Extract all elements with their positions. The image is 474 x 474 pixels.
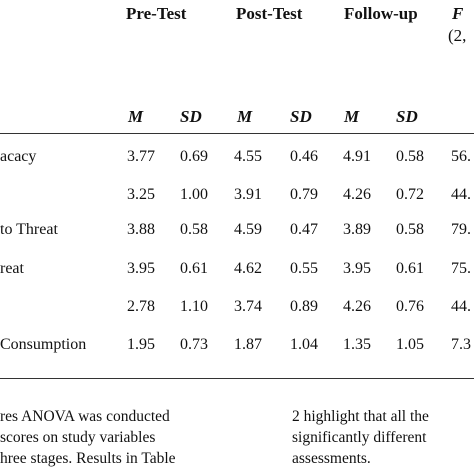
- table-cell: 0.69: [180, 148, 208, 165]
- table-cell: 3.25: [127, 186, 155, 203]
- table-cell: 0.72: [396, 186, 424, 203]
- table-cell: 0.76: [396, 298, 424, 315]
- body-text-left: res ANOVA was conducted scores on study …: [0, 406, 176, 469]
- header-f: F: [452, 4, 464, 23]
- body-line: assessments.: [292, 450, 371, 467]
- table-cell: 0.79: [290, 186, 318, 203]
- table-cell: 3.74: [234, 298, 262, 315]
- table-cell: 1.95: [127, 336, 155, 353]
- table-cell: 4.55: [234, 148, 262, 165]
- header-followup: Follow-up: [344, 4, 418, 23]
- subheader-rule: [0, 133, 474, 134]
- subheader-pretest-m: M: [128, 107, 144, 126]
- table-cell: 56.: [451, 148, 471, 165]
- table-cell: 0.58: [396, 148, 424, 165]
- table-cell: 75.: [451, 260, 471, 277]
- table-cell: 0.47: [290, 221, 318, 238]
- row-label: acacy: [0, 148, 37, 165]
- table-cell: 3.88: [127, 221, 155, 238]
- table-cell: 44.: [451, 298, 471, 315]
- header-posttest: Post-Test: [236, 4, 303, 23]
- table-cell: 4.62: [234, 260, 262, 277]
- table-cell: 7.3: [451, 336, 471, 353]
- table-cell: 0.58: [396, 221, 424, 238]
- table-cell: 0.61: [396, 260, 424, 277]
- header-df: (2,: [448, 26, 467, 45]
- body-line: scores on study variables: [0, 429, 156, 446]
- header-pretest: Pre-Test: [126, 4, 187, 23]
- table-cell: 79.: [451, 221, 471, 238]
- table-cell: 1.04: [290, 336, 318, 353]
- table-cell: 1.87: [234, 336, 262, 353]
- subheader-followup-sd: SD: [396, 107, 418, 126]
- body-line: hree stages. Results in Table: [0, 450, 176, 467]
- table-cell: 0.61: [180, 260, 208, 277]
- body-line: significantly different: [292, 429, 427, 446]
- table-cell: 0.58: [180, 221, 208, 238]
- table-cell: 2.78: [127, 298, 155, 315]
- table-cell: 3.89: [343, 221, 371, 238]
- table-cell: 4.59: [234, 221, 262, 238]
- table-cell: 1.10: [180, 298, 208, 315]
- subheader-posttest-m: M: [237, 107, 253, 126]
- row-label: to Threat: [0, 221, 58, 238]
- table-cell: 0.55: [290, 260, 318, 277]
- subheader-pretest-sd: SD: [180, 107, 202, 126]
- table-cell: 1.05: [396, 336, 424, 353]
- table-cell: 3.95: [343, 260, 371, 277]
- table-cell: 4.26: [343, 186, 371, 203]
- table-cell: 1.00: [180, 186, 208, 203]
- table-cell: 4.26: [343, 298, 371, 315]
- row-label: Consumption: [0, 336, 87, 353]
- table-cell: 3.91: [234, 186, 262, 203]
- body-text-right: 2 highlight that all the significantly d…: [292, 406, 429, 469]
- body-line: res ANOVA was conducted: [0, 408, 170, 425]
- table-cell: 1.35: [343, 336, 371, 353]
- table-cell: 4.91: [343, 148, 371, 165]
- table-bottom-rule: [0, 378, 474, 379]
- table-cell: 3.77: [127, 148, 155, 165]
- table-cell: 3.95: [127, 260, 155, 277]
- table-cell: 0.73: [180, 336, 208, 353]
- table-cell: 0.89: [290, 298, 318, 315]
- table-cell: 44.: [451, 186, 471, 203]
- body-line: 2 highlight that all the: [292, 408, 429, 425]
- subheader-posttest-sd: SD: [290, 107, 312, 126]
- row-label: reat: [0, 260, 24, 277]
- subheader-followup-m: M: [344, 107, 360, 126]
- table-cell: 0.46: [290, 148, 318, 165]
